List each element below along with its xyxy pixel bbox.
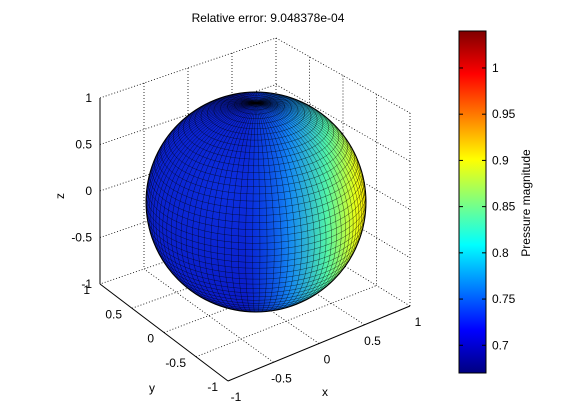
colorbar-tick-label: 0.95 [492,107,516,121]
y-tick-label: 1 [83,283,90,297]
mesh-longitude-line [255,102,357,282]
mesh-longitude-line [238,102,257,312]
x-tick-label: 0.5 [364,334,381,348]
mesh-longitude-line [146,102,257,230]
mesh-longitude-line [191,102,257,308]
mesh-longitude-line [255,102,366,212]
z-tick-label: 1 [85,91,92,105]
grid-line [99,177,277,238]
mesh-latitude-line [147,178,365,230]
mesh-longitude-line [158,102,257,289]
colorbar-tick-label: 0.75 [492,292,516,306]
grid-line [99,130,277,192]
mesh-longitude-line [152,102,257,277]
mesh-longitude-line [256,102,366,197]
mesh-longitude-line [255,102,275,312]
sphere-mesh [146,92,366,312]
mesh-longitude-line [255,102,282,312]
x-tick-label: 0 [324,353,331,367]
x-tick-label: -0.5 [271,371,292,385]
x-axis-line [227,305,411,382]
mesh-longitude-line [255,102,315,309]
mesh-longitude-line [255,102,332,304]
colorbar-label: Pressure magnitude [519,149,533,257]
mesh-longitude-line [147,102,257,244]
y-axis-line [99,283,229,382]
mesh-longitude-line [146,102,256,197]
mesh-longitude-line [255,102,302,311]
mesh-longitude-line [152,102,257,165]
colorbar-tick-label: 0.85 [492,200,516,214]
mesh-longitude-line [255,102,366,230]
x-tick-label: 1 [415,315,422,329]
z-tick-label: 0 [85,184,92,198]
box-edge [99,37,277,99]
mesh-longitude-line [255,102,354,289]
mesh-longitude-line [175,102,257,303]
mesh-latitude-line [146,201,366,251]
mesh-longitude-line [255,102,289,312]
mesh-latitude-line [147,218,366,263]
mesh-longitude-line [255,102,327,306]
mesh-longitude-line [224,102,257,312]
mesh-longitude-line [186,102,257,307]
mesh-longitude-line [245,102,257,312]
mesh-latitude-line [151,162,361,216]
mesh-longitude-line [255,102,365,244]
mesh-longitude-line [255,102,350,292]
mesh-longitude-line [231,102,257,312]
mesh-longitude-line [180,102,257,305]
z-tick-label: -1 [81,277,92,291]
mesh-longitude-line [217,102,257,311]
y-tick-label: -1 [207,380,218,394]
chart-title: Relative error: 9.048378e-04 [192,11,345,25]
mesh-longitude-line [255,102,268,312]
mesh-longitude-line [255,102,321,307]
tick-labels: -1-0.500.51-1-0.500.51-1-0.500.51 [71,91,421,404]
colorbar-tick-label: 0.9 [492,153,509,167]
mesh-longitude-line [197,102,257,309]
mesh-longitude-line [255,102,296,311]
y-axis-label: y [149,381,155,395]
mesh-longitude-line [155,102,257,282]
colorbar: 0.7 0.75 0.8 0.85 0.9 0.95 1 Pressure magnitud… [458,30,533,374]
mesh-longitude-line [150,102,257,266]
grid-line [143,268,274,363]
z-tick-label: 0.5 [75,138,92,152]
mesh-longitude-line [252,102,257,312]
mesh-longitude-line [255,102,364,179]
mesh-longitude-line [255,102,261,312]
grid-line [99,84,277,145]
colorbar-gradient [458,30,487,374]
colorbar-tick-label: 0.7 [492,338,509,352]
mesh-longitude-line [255,102,346,298]
x-tick-label: -1 [231,390,242,404]
mesh-longitude-line [255,102,342,301]
z-tick-label: -0.5 [71,231,92,245]
x-axis-label: x [322,385,328,399]
y-tick-label: -0.5 [165,356,186,370]
mesh-longitude-line [204,102,257,310]
colorbar-tick-label: 1 [492,61,499,75]
mesh-longitude-line [146,102,257,216]
colorbar-ticks: 0.7 0.75 0.8 0.85 0.9 0.95 1 [459,61,516,352]
y-tick-label: 0 [147,332,154,346]
mesh-longitude-line [255,102,309,310]
mesh-longitude-line [162,102,257,293]
mesh-longitude-line [170,102,257,301]
mesh-longitude-line [166,102,257,298]
mesh-longitude-line [255,102,360,274]
z-axis-label: z [53,193,67,199]
y-tick-label: 0.5 [105,307,122,321]
colorbar-tick-label: 0.8 [492,246,509,260]
mesh-longitude-line [255,102,337,302]
grid-line [275,130,411,210]
mesh-longitude-line [255,102,364,257]
mesh-longitude-line [148,102,257,257]
sphere-surface [145,91,367,313]
mesh-longitude-line [255,102,362,266]
mesh-longitude-line [210,102,257,311]
